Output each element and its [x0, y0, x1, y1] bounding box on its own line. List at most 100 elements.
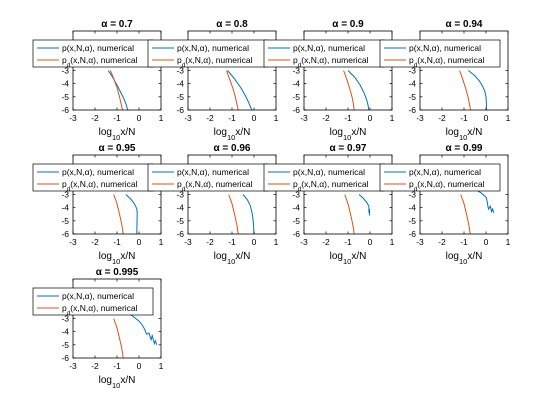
series-line-decimated [113, 194, 124, 234]
legend-box [379, 39, 501, 68]
subplot-title: α = 0.95 [98, 143, 135, 154]
series-line-decimated [228, 194, 239, 234]
subplot-9: -3 -2 -1 0 1 -6 -5 -4 -3 α = 0.995 log10x/N p(x,N,α… [32, 267, 164, 390]
y-tick-label: -6 [292, 229, 300, 239]
legend: p(x,N,α), numerical pd(x,N,α), numerical [32, 163, 154, 193]
series-line-numerical [227, 70, 253, 110]
subplot-6: -3 -2 -1 0 1 -6 -5 -4 -3 α = 0.96 log10x/N p(x,N,α)… [147, 143, 279, 266]
y-tick-label: -3 [176, 190, 184, 200]
x-axis-label: log10x/N [446, 127, 483, 142]
subplot-title: α = 0.96 [213, 143, 250, 154]
y-tick-label: -4 [176, 203, 184, 213]
legend: p(x,N,α), numerical pd(x,N,α), numerical [147, 39, 269, 69]
x-axis-label: log10x/N [99, 127, 136, 142]
y-tick-label: -3 [176, 66, 184, 76]
y-tick-label: -6 [61, 105, 69, 115]
subplot-1: -3 -2 -1 0 1 -6 -5 -4 -3 α = 0.7 log10x/N p(x,N,α),… [32, 19, 164, 142]
subplot-title: α = 0.8 [216, 19, 248, 30]
y-tick-label: -6 [408, 229, 416, 239]
legend: p(x,N,α), numerical pd(x,N,α), numerical [379, 163, 501, 193]
x-tick-label: -2 [91, 361, 99, 371]
x-tick-label: -2 [206, 237, 214, 247]
x-tick-label: -3 [69, 113, 77, 123]
y-tick-label: -4 [61, 327, 69, 337]
legend-entry-label: pd(x,N,α), numerical [293, 55, 369, 69]
x-tick-label: -2 [438, 237, 446, 247]
x-tick-label: -2 [322, 237, 330, 247]
y-tick-label: -3 [408, 190, 416, 200]
series-line-numerical [468, 70, 487, 110]
legend-entry-label: p(x,N,α), numerical [62, 291, 134, 301]
x-tick-label: -2 [438, 113, 446, 123]
subplot-title: α = 0.94 [445, 19, 482, 30]
legend-entry-label: pd(x,N,α), numerical [177, 179, 253, 193]
x-tick-label: 1 [159, 113, 164, 123]
subplot-title: α = 0.99 [445, 143, 482, 154]
subplot-title: α = 0.7 [101, 19, 133, 30]
x-tick-label: 0 [137, 113, 142, 123]
y-tick-label: -3 [61, 190, 69, 200]
series-line-numerical [358, 194, 371, 216]
x-tick-label: 1 [506, 237, 511, 247]
legend-box [32, 163, 154, 192]
series-line-decimated [460, 194, 471, 234]
y-tick-label: -6 [176, 229, 184, 239]
y-tick-label: -6 [176, 105, 184, 115]
x-tick-label: -2 [322, 113, 330, 123]
series-line-decimated [344, 194, 355, 234]
y-tick-label: -5 [292, 92, 300, 102]
x-tick-label: -1 [113, 237, 121, 247]
legend-entry-label: p(x,N,α), numerical [177, 167, 249, 177]
x-tick-label: -1 [113, 361, 121, 371]
series-line-numerical [242, 194, 255, 234]
legend-box [147, 163, 269, 192]
series-line-decimated [226, 70, 239, 110]
x-tick-label: 1 [390, 237, 395, 247]
x-tick-label: 0 [484, 237, 489, 247]
x-tick-label: -1 [460, 113, 468, 123]
legend-entry-label: p(x,N,α), numerical [409, 167, 481, 177]
subplot-5: -3 -2 -1 0 1 -6 -5 -4 -3 α = 0.95 log10x/N p(x,N,α)… [32, 143, 164, 266]
y-tick-label: -4 [408, 203, 416, 213]
series-line-numerical [347, 70, 370, 110]
legend-box [379, 163, 501, 192]
y-tick-label: -4 [292, 79, 300, 89]
y-tick-label: -5 [61, 92, 69, 102]
y-tick-label: -3 [61, 314, 69, 324]
x-tick-label: -2 [91, 113, 99, 123]
x-tick-label: 0 [368, 113, 373, 123]
series-line-decimated [459, 70, 472, 110]
y-tick-label: -6 [292, 105, 300, 115]
y-tick-label: -4 [61, 203, 69, 213]
series-line-numerical [125, 194, 138, 234]
x-tick-label: -2 [206, 113, 214, 123]
subplot-title: α = 0.995 [96, 267, 139, 278]
x-axis-label: log10x/N [330, 127, 367, 142]
legend-entry-label: p(x,N,α), numerical [62, 167, 134, 177]
x-axis-label: log10x/N [214, 127, 251, 142]
y-tick-label: -3 [292, 190, 300, 200]
subplot-8: -3 -2 -1 0 1 -6 -5 -4 -3 α = 0.99 log10x/N p(x,N,α)… [379, 143, 511, 266]
x-tick-label: -3 [69, 237, 77, 247]
legend-entry-label: p(x,N,α), numerical [409, 43, 481, 53]
x-tick-label: -3 [300, 113, 308, 123]
x-tick-label: 1 [159, 237, 164, 247]
legend: p(x,N,α), numerical pd(x,N,α), numerical [32, 287, 154, 317]
x-axis-label: log10x/N [330, 251, 367, 266]
subplot-4: -3 -2 -1 0 1 -6 -5 -4 -3 α = 0.94 log10x/N p(x,N,α)… [379, 19, 511, 142]
legend: p(x,N,α), numerical pd(x,N,α), numerical [263, 39, 385, 69]
x-tick-label: -1 [344, 237, 352, 247]
x-tick-label: 0 [484, 113, 489, 123]
series-line-decimated [343, 70, 355, 110]
x-tick-label: -1 [228, 237, 236, 247]
x-tick-label: -1 [460, 237, 468, 247]
x-tick-label: -3 [416, 237, 424, 247]
x-tick-label: 0 [252, 113, 257, 123]
x-tick-label: -1 [113, 113, 121, 123]
x-tick-label: 1 [506, 113, 511, 123]
series-line-numerical [465, 184, 495, 214]
x-axis-label: log10x/N [99, 375, 136, 390]
y-tick-label: -3 [292, 66, 300, 76]
y-tick-label: -6 [61, 229, 69, 239]
